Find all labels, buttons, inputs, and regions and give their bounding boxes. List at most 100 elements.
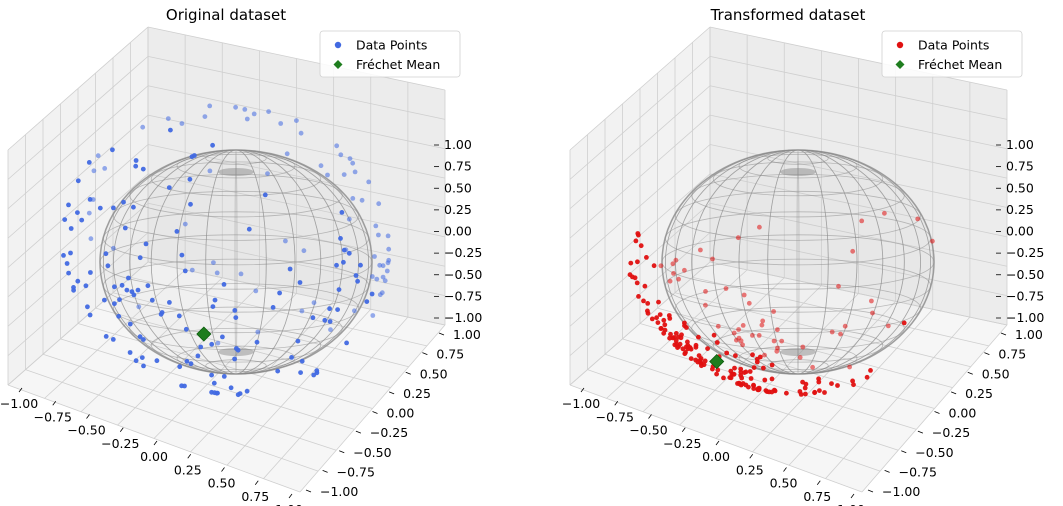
data-point <box>671 271 676 276</box>
data-point <box>165 116 171 121</box>
data-point <box>385 233 391 239</box>
y-tick-label: 1.00 <box>453 327 481 342</box>
data-point <box>740 323 746 328</box>
data-point <box>370 313 376 318</box>
grid-line <box>709 55 1008 120</box>
data-point <box>299 308 305 314</box>
sphere-latitude <box>113 283 359 334</box>
sphere-latitude <box>150 327 322 363</box>
data-point <box>688 346 694 352</box>
data-point <box>683 350 688 355</box>
x-tick-label: 0.00 <box>140 449 168 464</box>
z-tick-label: 0.25 <box>1006 202 1034 217</box>
data-point <box>244 116 250 122</box>
data-point <box>179 121 185 126</box>
data-point <box>364 299 370 304</box>
data-point <box>810 364 815 370</box>
sphere-meridian <box>103 149 369 375</box>
data-point <box>685 339 690 345</box>
data-point <box>295 338 301 344</box>
y-tick-label: −0.50 <box>915 445 953 460</box>
data-point <box>771 309 776 314</box>
grid-line <box>569 26 711 151</box>
data-point <box>188 201 193 207</box>
data-point <box>253 288 259 294</box>
data-point <box>176 313 182 319</box>
grid-line <box>7 114 149 239</box>
z-tick-label: 0.00 <box>444 224 472 239</box>
data-point <box>696 334 701 340</box>
data-point <box>644 255 649 260</box>
data-point <box>859 218 865 224</box>
data-point <box>797 389 803 394</box>
data-point <box>661 317 667 323</box>
y-tick-mark <box>372 411 378 414</box>
data-point <box>693 342 699 348</box>
data-point <box>79 217 85 223</box>
data-point <box>350 160 356 166</box>
data-point <box>192 153 197 158</box>
grid-line <box>709 261 1008 326</box>
z-tick-label: −0.75 <box>1006 288 1044 303</box>
data-point <box>325 172 330 178</box>
data-point <box>373 223 379 229</box>
x-tick-label: 1.00 <box>837 502 865 506</box>
data-point <box>769 376 775 382</box>
y-tick-label: 0.50 <box>982 366 1010 381</box>
data-point <box>736 327 741 332</box>
y-tick-label: −0.75 <box>337 464 375 479</box>
y-tick-mark <box>934 411 940 414</box>
data-point <box>662 327 668 333</box>
x-tick-label: −0.75 <box>596 409 634 424</box>
data-point <box>298 130 304 136</box>
data-point <box>641 298 646 304</box>
z-tick-label: −1.00 <box>1006 310 1044 325</box>
data-point <box>829 329 835 335</box>
data-point <box>75 210 80 216</box>
y-tick-mark <box>422 352 428 355</box>
data-point <box>748 376 754 381</box>
data-point <box>102 297 107 303</box>
data-point <box>328 327 333 333</box>
z-tick-label: 0.50 <box>1006 180 1034 195</box>
data-point <box>246 226 252 232</box>
data-point <box>635 231 641 236</box>
data-point <box>341 259 346 265</box>
data-point <box>733 353 738 359</box>
data-point <box>847 364 852 370</box>
data-point <box>374 276 380 282</box>
grid-line <box>709 114 1008 179</box>
data-point <box>262 192 268 198</box>
data-point <box>266 109 271 114</box>
sphere-latitude <box>767 151 829 165</box>
data-point <box>670 261 676 267</box>
data-point <box>238 271 244 277</box>
y-tick-label: 0.25 <box>403 386 431 401</box>
data-point <box>116 313 122 319</box>
frechet-mean-marker <box>196 326 212 342</box>
y-tick-mark <box>388 391 395 395</box>
data-point <box>145 283 151 289</box>
data-point <box>353 273 359 278</box>
data-point <box>198 344 204 350</box>
data-point <box>111 245 116 251</box>
data-point <box>751 365 757 370</box>
y-tick-mark <box>867 489 874 493</box>
floor-pane <box>570 262 1007 492</box>
data-point <box>277 290 282 296</box>
data-point <box>182 268 188 274</box>
grid-line <box>657 307 953 389</box>
data-point <box>751 386 757 391</box>
x-tick-mark <box>580 387 585 393</box>
x-tick-mark <box>288 493 293 499</box>
data-point <box>759 322 765 328</box>
grid-line <box>147 85 446 150</box>
data-point <box>731 330 737 336</box>
x-tick-mark <box>153 440 158 446</box>
data-point <box>310 315 316 321</box>
data-point <box>91 168 97 174</box>
data-point <box>747 369 753 374</box>
grid-line <box>692 276 989 347</box>
data-point <box>850 248 856 254</box>
